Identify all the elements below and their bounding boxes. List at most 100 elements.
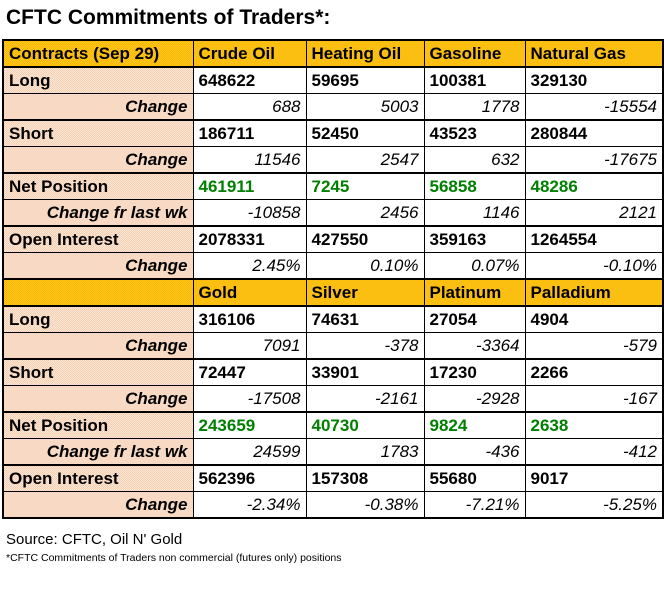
value-cell: -436 xyxy=(423,438,526,466)
row-label-cell: Change xyxy=(2,146,194,174)
value-cell: 7091 xyxy=(192,332,307,360)
row-label-cell: Change xyxy=(2,93,194,121)
value-cell: -412 xyxy=(524,438,664,466)
value-cell: 100381 xyxy=(423,66,526,94)
value-cell: -2928 xyxy=(423,385,526,413)
section-header-row: Gold Silver Platinum Palladium xyxy=(2,278,664,307)
contracts-header-cell: Contracts (Sep 29) xyxy=(2,39,194,68)
row-label-cell: Short xyxy=(2,358,194,386)
row-label-cell: Long xyxy=(2,66,194,94)
table-row: Change 7091 -378 -3364 -579 xyxy=(2,332,664,360)
value-cell: 72447 xyxy=(192,358,307,386)
row-label-cell: Open Interest xyxy=(2,225,194,253)
value-cell: 186711 xyxy=(192,119,307,147)
value-cell: -5.25% xyxy=(524,491,664,519)
table-row: Net Position 461911 7245 56858 48286 xyxy=(2,172,664,200)
value-cell: -2161 xyxy=(305,385,425,413)
value-cell: 74631 xyxy=(305,305,425,333)
row-label-cell: Long xyxy=(2,305,194,333)
value-cell: 2547 xyxy=(305,146,425,174)
commodity-header-cell: Platinum xyxy=(423,278,526,307)
row-label-cell: Change xyxy=(2,252,194,280)
row-label-cell: Short xyxy=(2,119,194,147)
value-cell: 632 xyxy=(423,146,526,174)
table-row: Open Interest 2078331 427550 359163 1264554 xyxy=(2,225,664,253)
value-cell: 11546 xyxy=(192,146,307,174)
section-header-row: Contracts (Sep 29) Crude Oil Heating Oil Ga… xyxy=(2,39,664,68)
value-cell: 648622 xyxy=(192,66,307,94)
row-label-cell: Change fr last wk xyxy=(2,438,194,466)
table-row: Long 648622 59695 100381 329130 xyxy=(2,66,664,94)
value-cell: 9017 xyxy=(524,464,664,492)
value-cell: 243659 xyxy=(192,411,307,439)
value-cell: 43523 xyxy=(423,119,526,147)
value-cell: 461911 xyxy=(192,172,307,200)
commodity-header-cell: Natural Gas xyxy=(524,39,664,68)
value-cell: -0.10% xyxy=(524,252,664,280)
table-row: Change fr last wk 24599 1783 -436 -412 xyxy=(2,438,664,466)
value-cell: 5003 xyxy=(305,93,425,121)
value-cell: 33901 xyxy=(305,358,425,386)
value-cell: 427550 xyxy=(305,225,425,253)
value-cell: 0.07% xyxy=(423,252,526,280)
value-cell: 48286 xyxy=(524,172,664,200)
value-cell: 2.45% xyxy=(192,252,307,280)
value-cell: 280844 xyxy=(524,119,664,147)
commodity-header-cell: Gold xyxy=(192,278,307,307)
commodity-header-cell: Palladium xyxy=(524,278,664,307)
footnote-text: *CFTC Commitments of Traders non commerc… xyxy=(6,552,342,564)
row-label-cell: Change xyxy=(2,385,194,413)
cot-table-body: Contracts (Sep 29) Crude Oil Heating Oil Ga… xyxy=(2,39,664,519)
value-cell: -2.34% xyxy=(192,491,307,519)
value-cell: 17230 xyxy=(423,358,526,386)
value-cell: 1783 xyxy=(305,438,425,466)
value-cell: -15554 xyxy=(524,93,664,121)
commodity-header-cell: Crude Oil xyxy=(192,39,307,68)
value-cell: 157308 xyxy=(305,464,425,492)
value-cell: 1264554 xyxy=(524,225,664,253)
commodity-header-cell: Gasoline xyxy=(423,39,526,68)
value-cell: 40730 xyxy=(305,411,425,439)
value-cell: -3364 xyxy=(423,332,526,360)
value-cell: 1778 xyxy=(423,93,526,121)
value-cell: 688 xyxy=(192,93,307,121)
value-cell: -0.38% xyxy=(305,491,425,519)
row-label-cell: Change xyxy=(2,332,194,360)
commodity-header-cell: Heating Oil xyxy=(305,39,425,68)
value-cell: 4904 xyxy=(524,305,664,333)
value-cell: 2456 xyxy=(305,199,425,227)
value-cell: 359163 xyxy=(423,225,526,253)
contracts-header-cell xyxy=(2,278,194,307)
table-row: Long 316106 74631 27054 4904 xyxy=(2,305,664,333)
table-row: Short 186711 52450 43523 280844 xyxy=(2,119,664,147)
value-cell: -7.21% xyxy=(423,491,526,519)
cot-table: Contracts (Sep 29) Crude Oil Heating Oil Ga… xyxy=(2,39,664,519)
value-cell: 329130 xyxy=(524,66,664,94)
row-label-cell: Net Position xyxy=(2,172,194,200)
value-cell: 2638 xyxy=(524,411,664,439)
value-cell: -17675 xyxy=(524,146,664,174)
value-cell: 316106 xyxy=(192,305,307,333)
table-row: Short 72447 33901 17230 2266 xyxy=(2,358,664,386)
value-cell: 55680 xyxy=(423,464,526,492)
table-row: Change 11546 2547 632 -17675 xyxy=(2,146,664,174)
value-cell: 27054 xyxy=(423,305,526,333)
table-row: Change 2.45% 0.10% 0.07% -0.10% xyxy=(2,252,664,280)
row-label-cell: Open Interest xyxy=(2,464,194,492)
commodity-header-cell: Silver xyxy=(305,278,425,307)
source-text: Source: CFTC, Oil N' Gold xyxy=(6,531,183,548)
row-label-cell: Change xyxy=(2,491,194,519)
value-cell: -378 xyxy=(305,332,425,360)
table-row: Change 688 5003 1778 -15554 xyxy=(2,93,664,121)
table-row: Net Position 243659 40730 9824 2638 xyxy=(2,411,664,439)
table-row: Change fr last wk -10858 2456 1146 2121 xyxy=(2,199,664,227)
value-cell: 59695 xyxy=(305,66,425,94)
value-cell: 2078331 xyxy=(192,225,307,253)
table-row: Change -17508 -2161 -2928 -167 xyxy=(2,385,664,413)
value-cell: 56858 xyxy=(423,172,526,200)
value-cell: 2121 xyxy=(524,199,664,227)
value-cell: 52450 xyxy=(305,119,425,147)
value-cell: 562396 xyxy=(192,464,307,492)
row-label-cell: Net Position xyxy=(2,411,194,439)
